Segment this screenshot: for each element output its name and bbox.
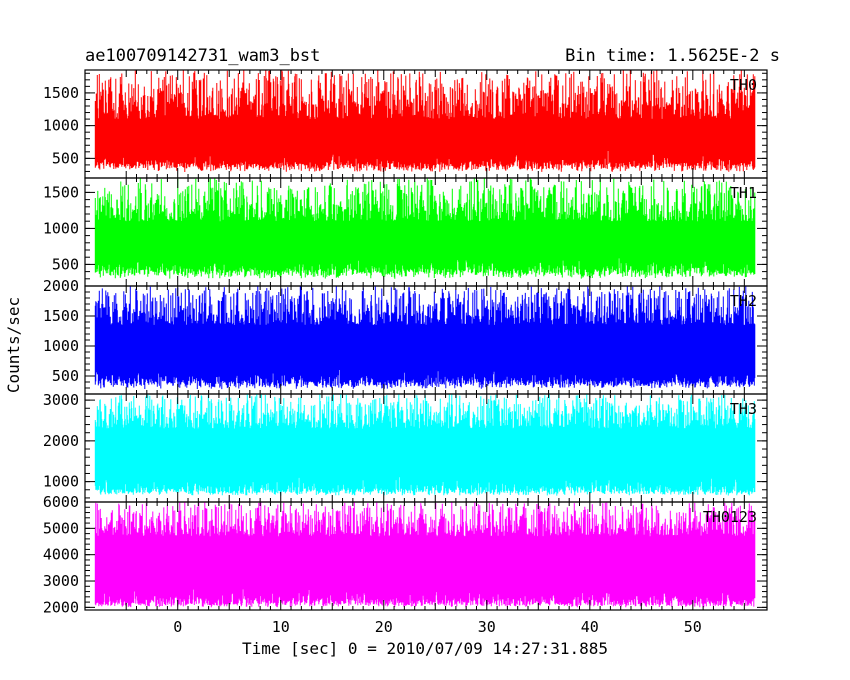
panel-frame bbox=[84, 501, 768, 611]
series-core-th3 bbox=[95, 438, 755, 466]
panel-label-th3: TH3 bbox=[730, 400, 757, 418]
y-tick-label: 1000 bbox=[43, 473, 79, 491]
y-tick-label: 4000 bbox=[43, 546, 79, 564]
x-tick-label: 10 bbox=[272, 618, 290, 636]
y-tick-label: 2000 bbox=[43, 598, 79, 616]
y-tick-label: 2000 bbox=[43, 277, 79, 295]
series-core-th0 bbox=[95, 127, 755, 147]
y-tick-label: 1000 bbox=[43, 117, 79, 135]
series-core-th0123 bbox=[95, 546, 755, 575]
y-tick-label: 1000 bbox=[43, 337, 79, 355]
series-line-th0 bbox=[94, 70, 756, 172]
panel-label-th2: TH2 bbox=[730, 292, 757, 310]
panel-th2: 500 1000 1500 2000 TH2 bbox=[43, 277, 768, 395]
y-tick-label: 1500 bbox=[43, 307, 79, 325]
y-tick-label: 3000 bbox=[43, 391, 79, 409]
y-tick-label: 500 bbox=[52, 255, 79, 273]
x-tick-label: 20 bbox=[375, 618, 393, 636]
y-tick-label: 3000 bbox=[43, 572, 79, 590]
panel-label-th0: TH0 bbox=[730, 76, 757, 94]
y-tick-label: 1000 bbox=[43, 219, 79, 237]
y-tick-label: 500 bbox=[52, 367, 79, 385]
y-tick-label: 500 bbox=[52, 149, 79, 167]
x-tick-label: 50 bbox=[684, 618, 702, 636]
x-tick-label: 30 bbox=[478, 618, 496, 636]
panel-label-th1: TH1 bbox=[730, 184, 757, 202]
y-tick-label: 1500 bbox=[43, 183, 79, 201]
y-tick-label: 6000 bbox=[43, 493, 79, 511]
y-axis-label: Counts/sec bbox=[4, 297, 23, 393]
panel-th0123: 2000 3000 4000 5000 6000 TH0123 bbox=[43, 493, 768, 616]
panel-th1: 500 1000 1500 TH1 bbox=[43, 177, 768, 287]
chart-title: ae100709142731_wam3_bst bbox=[85, 46, 320, 66]
panel-th3: 1000 2000 3000 TH3 bbox=[43, 391, 768, 503]
panel-label-th0123: TH0123 bbox=[703, 508, 757, 526]
series-core-th2 bbox=[95, 335, 755, 361]
panel-th0: 500 1000 1500 TH0 bbox=[43, 69, 768, 179]
x-tick-label: 0 bbox=[173, 618, 182, 636]
y-tick-label: 1500 bbox=[43, 84, 79, 102]
x-axis-label: Time [sec] 0 = 2010/07/09 14:27:31.885 bbox=[242, 639, 608, 658]
y-tick-label: 2000 bbox=[43, 432, 79, 450]
y-tick-label: 5000 bbox=[43, 519, 79, 537]
series-core-th1 bbox=[95, 227, 755, 250]
x-tick-label: 40 bbox=[581, 618, 599, 636]
bin-time-label: Bin time: 1.5625E-2 s bbox=[565, 46, 780, 66]
